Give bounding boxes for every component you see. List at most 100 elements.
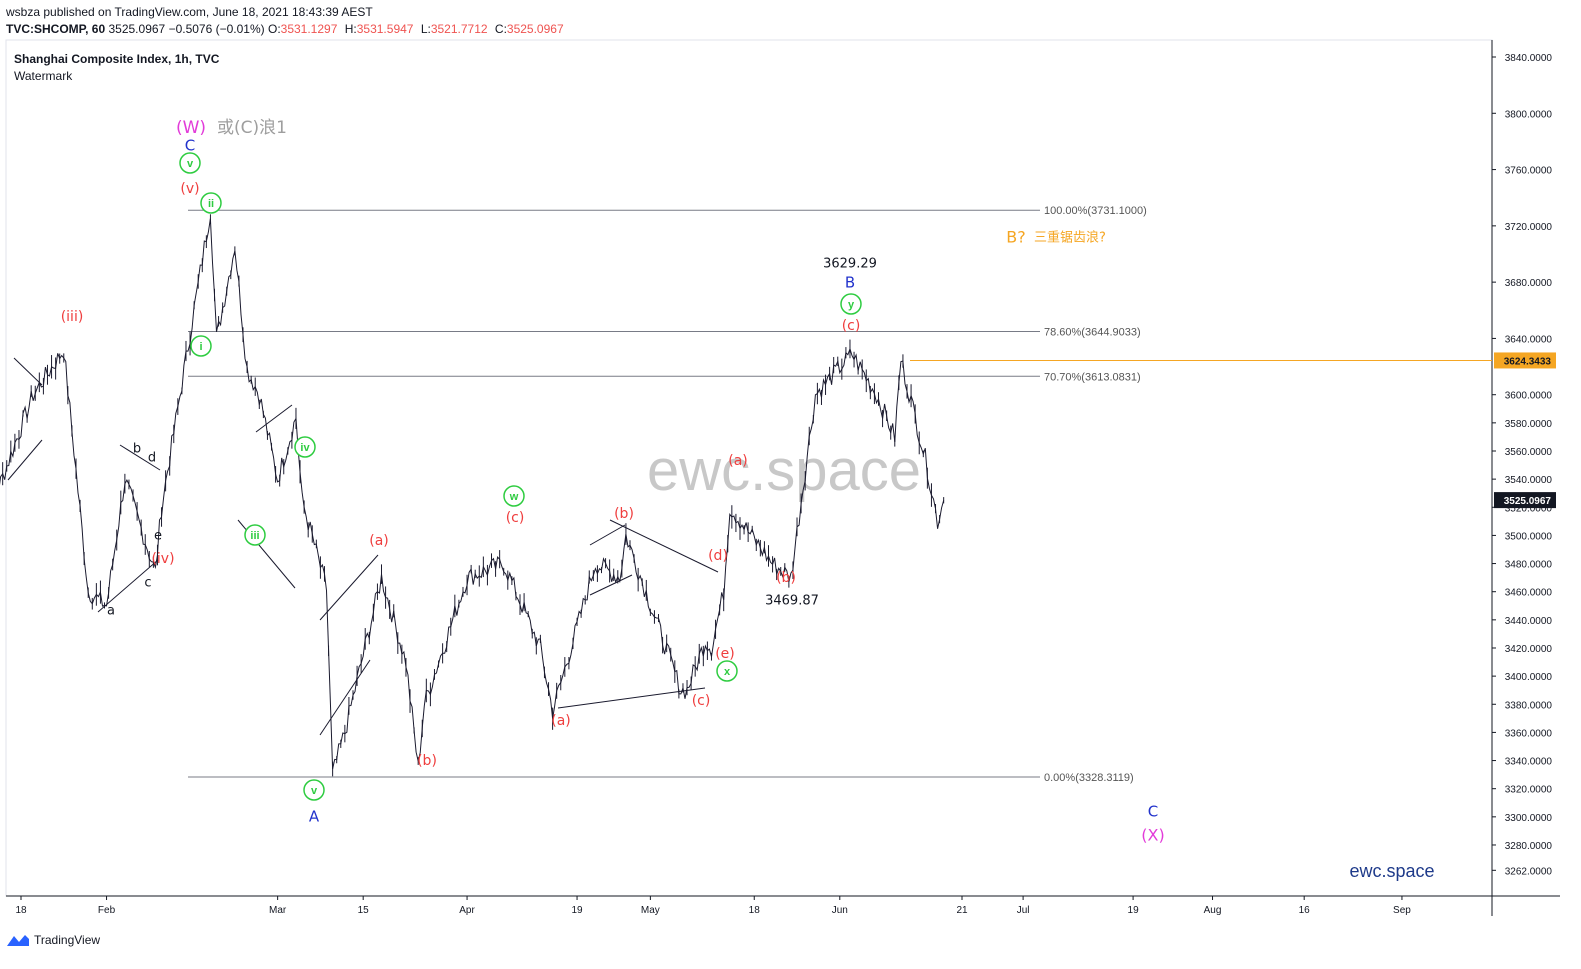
wave-label-35: B? bbox=[1006, 228, 1025, 247]
y-tick-label-8: 3560.0000 bbox=[1505, 447, 1553, 458]
y-tick-label-18: 3360.0000 bbox=[1505, 728, 1553, 739]
x-tick-label-7: 18 bbox=[749, 905, 761, 916]
y-tick-label-1: 3800.0000 bbox=[1505, 109, 1553, 120]
price-marker-box-1 bbox=[1494, 492, 1556, 509]
trendline-6 bbox=[319, 554, 379, 621]
trendline-7 bbox=[319, 659, 371, 736]
wave-label-25: (e) bbox=[715, 646, 735, 662]
wave-label-34: (c) bbox=[842, 318, 861, 334]
high-value: 3531.5947 bbox=[356, 22, 414, 36]
tradingview-logo-icon bbox=[7, 935, 29, 946]
y-tick-label-20: 3320.0000 bbox=[1505, 785, 1553, 796]
wave-label-13: (iv) bbox=[151, 551, 174, 567]
x-tick-label-10: Jul bbox=[1017, 905, 1030, 916]
wave-label-18: (a) bbox=[369, 533, 389, 549]
wave-label-21: (c) bbox=[506, 510, 525, 526]
open-label: O: bbox=[267, 22, 281, 36]
y-tick-label-9: 3540.0000 bbox=[1505, 475, 1553, 486]
brand-label: ewc.space bbox=[1349, 861, 1434, 881]
wave-label-4: (v) bbox=[180, 181, 199, 197]
y-tick-label-5: 3640.0000 bbox=[1505, 334, 1553, 345]
wave-label-26: x bbox=[724, 666, 731, 678]
symbol-label: TVC:SHCOMP, 60 bbox=[6, 22, 106, 36]
fib-label-1: 78.60%(3644.9033) bbox=[1044, 327, 1141, 339]
y-tick-label-10: 3520.0000 bbox=[1505, 503, 1553, 514]
x-tick-label-9: 21 bbox=[956, 905, 968, 916]
price-change: −0.5076 (−0.01%) bbox=[168, 22, 265, 36]
y-tick-label-11: 3500.0000 bbox=[1505, 531, 1553, 542]
wave-label-7: i bbox=[199, 341, 202, 353]
x-tick-label-2: Mar bbox=[269, 905, 287, 916]
y-tick-label-19: 3340.0000 bbox=[1505, 757, 1553, 768]
x-tick-label-14: Sep bbox=[1393, 905, 1411, 916]
trendline-8 bbox=[589, 524, 626, 546]
wave-label-17: A bbox=[309, 807, 320, 825]
price-marker-box-0 bbox=[1494, 352, 1556, 369]
y-tick-label-23: 3262.0000 bbox=[1505, 866, 1553, 877]
wave-label-12: a bbox=[107, 604, 115, 619]
wave-label-28: (a) bbox=[728, 453, 748, 469]
wave-label-37: C bbox=[1148, 802, 1158, 820]
x-tick-label-3: 15 bbox=[358, 905, 370, 916]
wave-label-6: (iii) bbox=[61, 309, 84, 325]
trendline-9 bbox=[589, 574, 633, 596]
wave-label-27: (c) bbox=[692, 693, 711, 709]
chart-legend-subtitle: Watermark bbox=[14, 69, 73, 83]
wave-label-3: v bbox=[187, 158, 194, 170]
wave-label-23: (b) bbox=[614, 506, 634, 522]
wave-label-10: e bbox=[154, 529, 162, 544]
x-tick-label-0: 18 bbox=[15, 905, 27, 916]
chart-legend-title: Shanghai Composite Index, 1h, TVC bbox=[14, 52, 220, 66]
wave-label-5: ii bbox=[208, 198, 214, 210]
wave-label-38: (X) bbox=[1141, 826, 1164, 845]
y-tick-label-3: 3720.0000 bbox=[1505, 222, 1553, 233]
wave-label-14: iii bbox=[250, 530, 259, 542]
x-tick-label-5: 19 bbox=[571, 905, 583, 916]
high-label: H: bbox=[344, 22, 357, 36]
wave-label-20: w bbox=[509, 491, 519, 503]
wave-label-15: iv bbox=[300, 442, 310, 454]
x-tick-label-6: May bbox=[641, 905, 660, 916]
y-tick-label-7: 3580.0000 bbox=[1505, 419, 1553, 430]
last-price: 3525.0967 bbox=[108, 22, 166, 36]
y-tick-label-17: 3380.0000 bbox=[1505, 700, 1553, 711]
y-tick-label-14: 3440.0000 bbox=[1505, 616, 1553, 627]
wave-label-0: (W) bbox=[176, 118, 206, 138]
y-tick-label-0: 3840.0000 bbox=[1505, 53, 1553, 64]
wave-label-8: b bbox=[133, 442, 141, 457]
wave-circle-16 bbox=[303, 779, 325, 801]
wave-label-11: c bbox=[144, 576, 151, 591]
trendline-3 bbox=[97, 559, 159, 613]
wave-circle-14 bbox=[244, 524, 266, 546]
x-tick-label-8: Jun bbox=[832, 905, 848, 916]
price-line bbox=[0, 218, 945, 770]
trendline-11 bbox=[557, 687, 706, 709]
y-tick-label-13: 3460.0000 bbox=[1505, 588, 1553, 599]
x-tick-label-12: Aug bbox=[1204, 905, 1222, 916]
fib-label-0: 100.00%(3731.1000) bbox=[1044, 205, 1147, 217]
wave-circle-7 bbox=[190, 335, 212, 357]
wave-circle-3 bbox=[179, 152, 201, 174]
wave-circle-26 bbox=[716, 660, 738, 682]
trendline-5 bbox=[255, 404, 293, 433]
close-label: C: bbox=[494, 22, 507, 36]
trendline-2 bbox=[119, 444, 161, 471]
y-tick-label-15: 3420.0000 bbox=[1505, 644, 1553, 655]
wave-label-33: y bbox=[848, 299, 855, 311]
x-tick-label-11: 19 bbox=[1128, 905, 1140, 916]
x-tick-label-1: Feb bbox=[98, 905, 116, 916]
wave-circle-33 bbox=[840, 293, 862, 315]
publisher-line: wsbza published on TradingView.com, June… bbox=[6, 5, 373, 19]
trendline-1 bbox=[7, 439, 43, 481]
fib-label-2: 70.70%(3613.0831) bbox=[1044, 371, 1141, 383]
trendline-0 bbox=[13, 357, 43, 386]
y-tick-label-6: 3600.0000 bbox=[1505, 391, 1553, 402]
wave-label-36: 三重锯齿浪? bbox=[1034, 230, 1106, 246]
wave-label-29: (b) bbox=[776, 570, 796, 586]
low-value: 3521.7712 bbox=[430, 22, 488, 36]
wave-label-22: (a) bbox=[551, 713, 571, 729]
wave-circle-15 bbox=[294, 436, 316, 458]
wave-label-16: v bbox=[311, 785, 318, 797]
y-tick-label-2: 3760.0000 bbox=[1505, 166, 1553, 177]
